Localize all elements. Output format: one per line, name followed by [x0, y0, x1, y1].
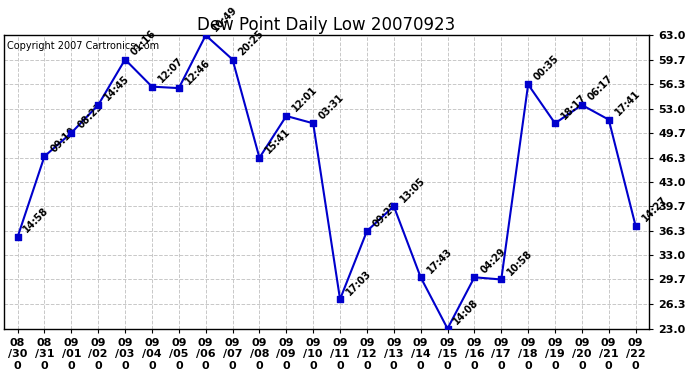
Point	[173, 85, 184, 91]
Point	[119, 57, 130, 63]
Text: 17:43: 17:43	[425, 246, 454, 275]
Text: Copyright 2007 Cartronics.com: Copyright 2007 Cartronics.com	[8, 41, 159, 51]
Point	[630, 223, 641, 229]
Text: 14:58: 14:58	[22, 206, 51, 235]
Point	[200, 32, 211, 38]
Point	[576, 102, 587, 108]
Text: 14:08: 14:08	[452, 297, 481, 327]
Point	[335, 296, 346, 302]
Text: 12:01: 12:01	[290, 85, 319, 114]
Text: 17:03: 17:03	[344, 268, 373, 297]
Point	[39, 153, 50, 159]
Point	[308, 120, 319, 126]
Point	[12, 234, 23, 240]
Point	[495, 276, 506, 282]
Point	[442, 326, 453, 332]
Text: 09:10: 09:10	[48, 125, 78, 154]
Text: 12:46: 12:46	[183, 57, 212, 86]
Text: 03:31: 03:31	[317, 92, 346, 121]
Text: 17:41: 17:41	[613, 88, 642, 117]
Text: 14:27: 14:27	[640, 195, 669, 224]
Point	[388, 203, 400, 209]
Point	[281, 113, 292, 119]
Point	[146, 84, 157, 90]
Text: 01:16: 01:16	[129, 28, 158, 57]
Text: 10:49: 10:49	[210, 4, 239, 33]
Text: 13:05: 13:05	[398, 175, 427, 204]
Text: 06:17: 06:17	[586, 74, 615, 103]
Text: 18:17: 18:17	[559, 92, 589, 121]
Point	[362, 228, 373, 234]
Point	[254, 155, 265, 161]
Title: Dew Point Daily Low 20070923: Dew Point Daily Low 20070923	[197, 16, 455, 34]
Point	[549, 120, 560, 126]
Text: 08:23: 08:23	[75, 102, 105, 130]
Text: 09:28: 09:28	[371, 200, 400, 229]
Text: 04:29: 04:29	[479, 246, 508, 275]
Point	[603, 117, 614, 123]
Point	[66, 130, 77, 136]
Point	[522, 81, 533, 87]
Text: 00:35: 00:35	[532, 53, 561, 82]
Point	[469, 274, 480, 280]
Text: 20:25: 20:25	[237, 28, 266, 57]
Point	[227, 57, 238, 63]
Text: 14:45: 14:45	[102, 74, 131, 103]
Point	[415, 274, 426, 280]
Text: 10:58: 10:58	[506, 248, 535, 278]
Point	[92, 102, 104, 108]
Text: 15:41: 15:41	[264, 127, 293, 156]
Text: 12:07: 12:07	[156, 56, 185, 84]
